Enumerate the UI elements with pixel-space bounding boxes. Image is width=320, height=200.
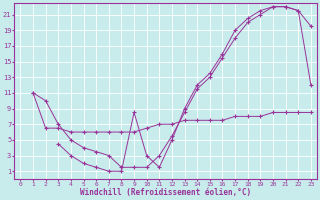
X-axis label: Windchill (Refroidissement éolien,°C): Windchill (Refroidissement éolien,°C) [80, 188, 251, 197]
